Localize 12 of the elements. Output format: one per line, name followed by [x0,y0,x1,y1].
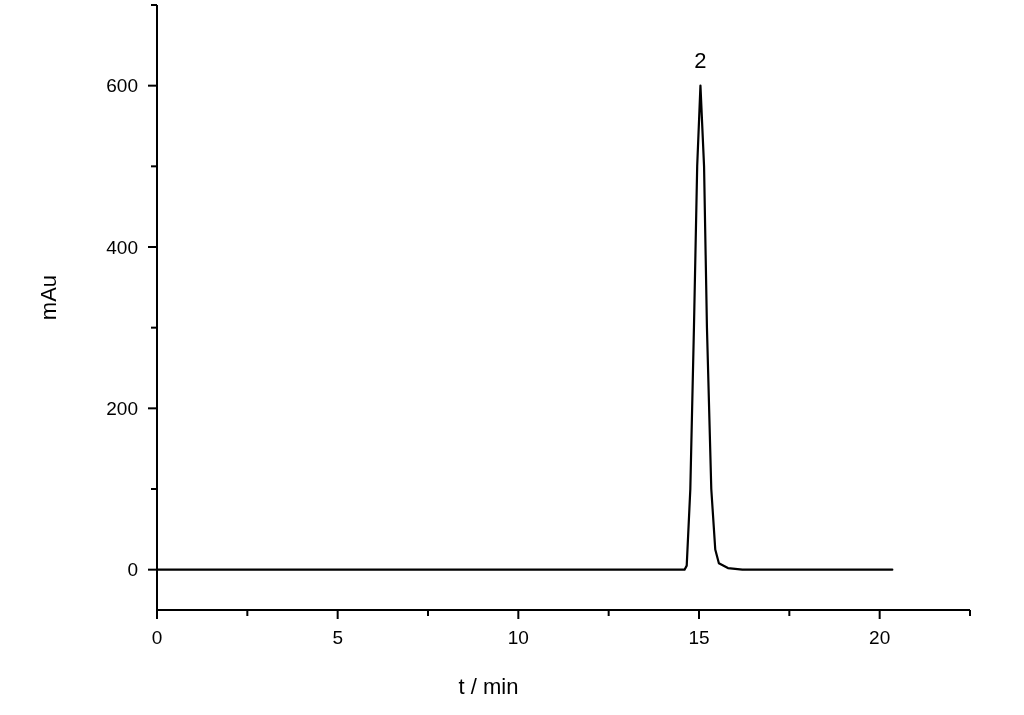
x-tick-label: 10 [507,627,529,648]
y-tick-label: 400 [106,236,138,258]
x-tick-label: 5 [332,627,343,648]
x-tick-label: 20 [869,627,891,648]
y-axis-title: mAu [36,274,61,321]
y-tick-label: 200 [106,397,138,419]
x-tick-label: 0 [151,627,163,648]
y-tick-label: 0 [127,559,138,581]
x-tick-label: 15 [688,627,710,648]
y-tick-label: 600 [106,75,138,97]
annotation: 2 [694,47,707,73]
x-axis-title: t / min [458,674,519,699]
